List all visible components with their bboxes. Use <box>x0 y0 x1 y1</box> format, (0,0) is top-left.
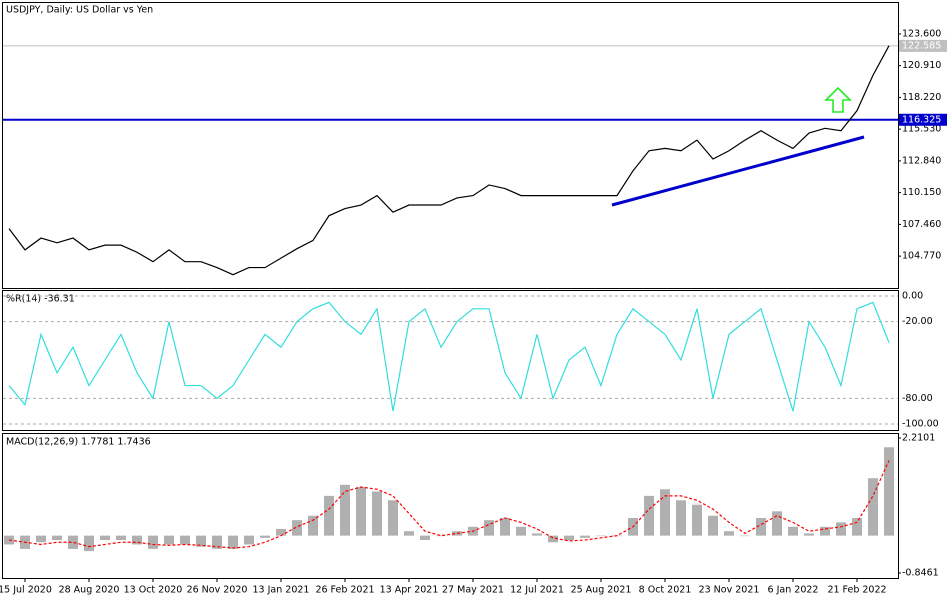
y-tick-label: 112.840 <box>902 155 941 166</box>
y-tick-label: -80.00 <box>902 393 933 404</box>
wpr-title: %R(14) -36.31 <box>6 294 75 305</box>
histogram-bar <box>276 528 286 536</box>
x-tick-label: 26 Nov 2020 <box>187 585 248 596</box>
price-pane <box>2 2 899 289</box>
last-price-box <box>899 39 947 52</box>
y-tick-label: 107.460 <box>902 219 941 230</box>
x-tick-label: 12 Jul 2021 <box>510 585 564 596</box>
y-tick-label: 2.2101 <box>902 433 935 444</box>
x-tick-label: 25 Aug 2021 <box>571 585 632 596</box>
y-tick-label: 0.00 <box>902 290 923 301</box>
x-tick-label: 26 Feb 2021 <box>315 585 374 596</box>
histogram-bar <box>852 517 862 536</box>
histogram-bar <box>180 535 190 545</box>
histogram-bar <box>820 526 830 536</box>
x-tick-label: 15 Jul 2020 <box>0 585 52 596</box>
histogram-bar <box>100 535 110 541</box>
histogram-bar <box>372 491 382 536</box>
trend-line <box>611 135 865 207</box>
y-tick-label: 110.150 <box>902 187 941 198</box>
level-label: 116.325 <box>902 114 941 125</box>
price-line <box>8 301 890 412</box>
x-tick-label: 13 Oct 2020 <box>124 585 183 596</box>
y-tick-label: 118.220 <box>902 92 941 103</box>
histogram-bar <box>596 535 606 537</box>
histogram-bar <box>500 517 510 536</box>
up-arrow <box>824 86 852 113</box>
histogram-bar <box>52 535 62 541</box>
histogram-bar <box>788 526 798 536</box>
histogram-bar <box>116 535 126 541</box>
histogram-bar <box>148 535 158 549</box>
histogram-bar <box>756 517 766 536</box>
x-tick-label: 8 Oct 2021 <box>639 585 692 596</box>
histogram-bar <box>484 520 494 536</box>
histogram-bar <box>772 511 782 536</box>
y-tick-label: 120.910 <box>902 60 941 71</box>
histogram-bar <box>308 515 318 536</box>
macd-pane <box>2 433 899 579</box>
histogram-bar <box>356 487 366 536</box>
histogram-bar <box>676 500 686 536</box>
histogram-bar <box>84 535 94 552</box>
y-tick-label: -100.00 <box>902 418 939 429</box>
histogram-bar <box>884 447 894 536</box>
y-tick-label: -0.8461 <box>902 568 939 579</box>
y-tick-label: 115.530 <box>902 124 941 135</box>
histogram-bar <box>548 535 558 543</box>
histogram-bar <box>404 531 414 536</box>
histogram-bar <box>868 478 878 536</box>
histogram-bar <box>532 533 542 536</box>
x-tick-label: 28 Aug 2020 <box>59 585 120 596</box>
x-tick-label: 23 Nov 2021 <box>699 585 760 596</box>
histogram-bar <box>292 520 302 536</box>
signal-line <box>8 460 890 549</box>
histogram-bar <box>388 500 398 536</box>
wpr-pane <box>2 290 899 431</box>
histogram-bar <box>740 535 750 537</box>
histogram-bar <box>164 535 174 545</box>
histogram-bar <box>340 484 350 536</box>
histogram-bar <box>212 535 222 549</box>
last-price-label: 122.585 <box>902 40 941 51</box>
histogram-bar <box>132 535 142 545</box>
histogram-bar <box>68 535 78 549</box>
histogram-bar <box>708 515 718 536</box>
histogram-bar <box>836 522 846 536</box>
x-tick-label: 13 Apr 2021 <box>380 585 439 596</box>
histogram-bar <box>564 535 574 541</box>
macd-title: MACD(12,26,9) 1.7781 1.7436 <box>6 437 151 448</box>
histogram-bar <box>36 535 46 543</box>
histogram-bar <box>244 535 254 545</box>
histogram-bar <box>516 526 526 536</box>
price-line <box>8 45 890 276</box>
histogram-bar <box>660 489 670 536</box>
x-tick-label: 13 Jan 2021 <box>253 585 310 596</box>
chart-title: USDJPY, Daily: US Dollar vs Yen <box>6 5 153 16</box>
histogram-bar <box>420 535 430 541</box>
histogram-bar <box>804 533 814 536</box>
x-tick-label: 27 May 2021 <box>442 585 504 596</box>
histogram-bar <box>724 531 734 536</box>
x-tick-label: 21 Feb 2022 <box>827 585 886 596</box>
histogram-bar <box>324 495 334 536</box>
histogram-bar <box>644 495 654 536</box>
histogram-bar <box>580 535 590 538</box>
y-tick-label: -20.00 <box>902 316 933 327</box>
y-tick-label: 123.600 <box>902 28 941 39</box>
histogram-bar <box>692 504 702 536</box>
histogram-bar <box>436 535 446 537</box>
histogram-bar <box>196 535 206 547</box>
histogram-bar <box>228 535 238 549</box>
histogram-bar <box>260 535 270 538</box>
level-box <box>899 113 947 126</box>
x-tick-label: 6 Jan 2022 <box>768 585 819 596</box>
y-tick-label: 104.770 <box>902 251 941 262</box>
